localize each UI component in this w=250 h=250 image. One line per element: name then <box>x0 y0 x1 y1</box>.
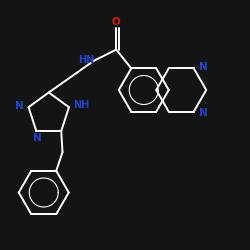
Text: HN: HN <box>78 54 94 64</box>
Text: N: N <box>15 101 24 111</box>
Text: N: N <box>199 62 207 72</box>
Text: O: O <box>112 17 120 27</box>
Text: N: N <box>199 108 207 118</box>
Text: N: N <box>33 134 42 143</box>
Text: NH: NH <box>73 100 90 110</box>
